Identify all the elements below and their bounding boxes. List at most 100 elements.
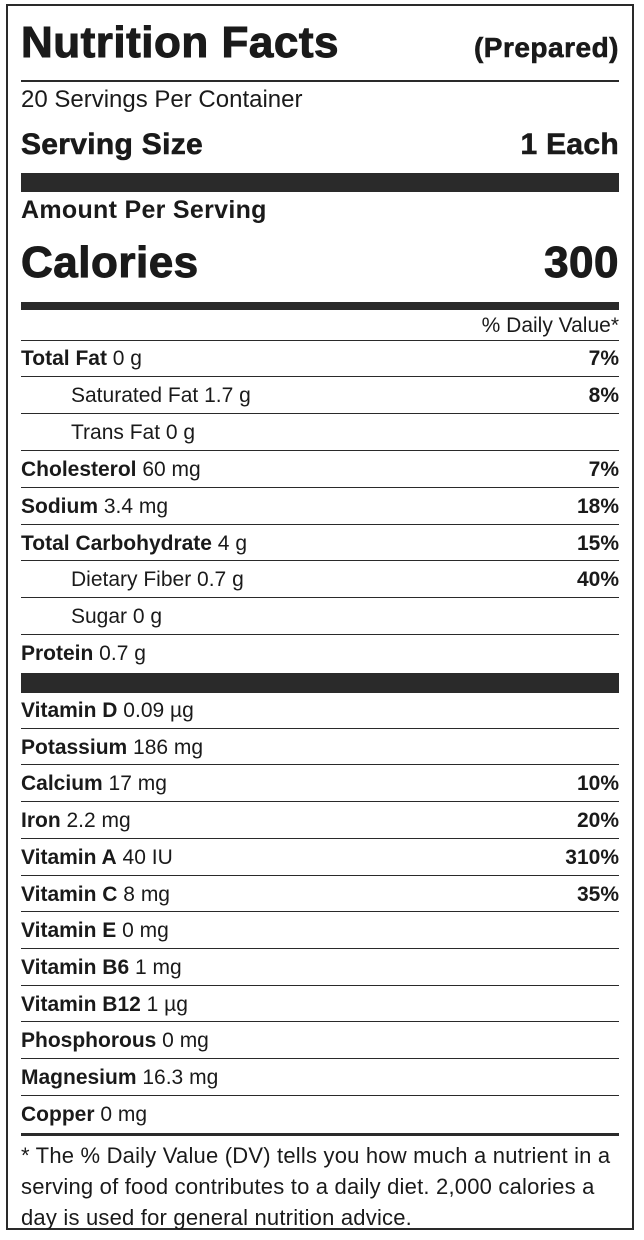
- nutrient-amount: 1 mg: [129, 955, 182, 979]
- nutrient-row: Sugar 0 g: [21, 599, 619, 635]
- nutrient-row: Total Fat 0 g 7%: [21, 341, 619, 377]
- row-divider: [21, 523, 619, 525]
- nutrient-name: Protein: [21, 642, 94, 666]
- nutrient-name: Vitamin B12: [21, 992, 141, 1016]
- nutrient-label: Phosphorous 0 mg: [21, 1029, 209, 1053]
- row-divider: [21, 486, 619, 488]
- label-title-suffix: (Prepared): [473, 32, 619, 64]
- nutrient-row: Phosphorous 0 mg: [21, 1023, 619, 1059]
- nutrient-name: Calcium: [21, 772, 103, 796]
- serving-size-value: 1 Each: [520, 128, 619, 162]
- nutrient-daily-value: 310%: [565, 845, 619, 869]
- servings-per-container: 20 Servings Per Container: [21, 86, 303, 113]
- nutrient-name: Vitamin E: [21, 919, 117, 943]
- nutrient-row: Cholesterol 60 mg 7%: [21, 452, 619, 488]
- row-divider: [21, 874, 619, 876]
- divider-thick: [21, 673, 619, 693]
- nutrient-amount: 0 g: [127, 605, 163, 629]
- nutrient-name: Potassium: [21, 735, 128, 759]
- nutrient-row: Dietary Fiber 0.7 g 40%: [21, 562, 619, 598]
- nutrient-label: Cholesterol 60 mg: [21, 458, 201, 482]
- nutrient-amount: 0 mg: [94, 1102, 148, 1126]
- row-divider: [21, 911, 619, 913]
- nutrient-label: Vitamin B12 1 µg: [21, 993, 188, 1017]
- nutrient-label: Potassium 186 mg: [21, 736, 203, 760]
- nutrient-daily-value: 40%: [576, 568, 619, 592]
- title-row: Nutrition Facts (Prepared): [21, 18, 619, 74]
- nutrient-amount: 1 µg: [140, 992, 188, 1016]
- nutrient-row: Vitamin B6 1 mg: [21, 950, 619, 986]
- nutrient-label: Total Fat 0 g: [21, 347, 142, 371]
- nutrient-row: Protein 0.7 g: [21, 636, 619, 672]
- nutrient-name: Total Carbohydrate: [21, 531, 212, 555]
- nutrient-label: Vitamin B6 1 mg: [21, 956, 182, 980]
- nutrient-amount: 2.2 mg: [60, 809, 131, 833]
- nutrient-amount: 0 mg: [116, 919, 169, 943]
- nutrient-amount: 4 g: [211, 531, 247, 555]
- nutrient-amount: 8 mg: [117, 882, 170, 906]
- nutrient-label: Vitamin C 8 mg: [21, 883, 170, 907]
- nutrient-name: Cholesterol: [21, 457, 137, 481]
- row-divider: [21, 634, 619, 636]
- nutrient-row: Vitamin A 40 IU 310%: [21, 840, 619, 876]
- nutrient-row: Trans Fat 0 g: [21, 415, 619, 451]
- nutrient-label: Protein 0.7 g: [21, 642, 146, 666]
- nutrient-row: Vitamin B12 1 µg: [21, 987, 619, 1023]
- serving-size-row: Serving Size 1 Each: [21, 128, 619, 162]
- nutrient-daily-value: 15%: [576, 531, 619, 555]
- nutrient-daily-value: 18%: [576, 494, 619, 518]
- row-divider: [21, 449, 619, 451]
- nutrient-name: Dietary Fiber: [71, 568, 192, 592]
- nutrient-row: Calcium 17 mg 10%: [21, 766, 619, 802]
- nutrient-row: Iron 2.2 mg 20%: [21, 803, 619, 839]
- calories-label: Calories: [21, 238, 199, 288]
- nutrient-row: Total Carbohydrate 4 g 15%: [21, 526, 619, 562]
- row-divider: [21, 1094, 619, 1096]
- nutrient-name: Sodium: [21, 494, 98, 518]
- nutrient-row: Vitamin D 0.09 µg: [21, 693, 619, 729]
- label-title: Nutrition Facts: [21, 18, 339, 68]
- nutrient-daily-value: 10%: [576, 772, 619, 796]
- nutrient-row: Vitamin E 0 mg: [21, 913, 619, 949]
- row-divider: [21, 727, 619, 729]
- nutrient-label: Dietary Fiber 0.7 g: [21, 568, 244, 592]
- nutrient-amount: 0 g: [106, 347, 142, 370]
- nutrient-daily-value: 7%: [588, 347, 619, 370]
- nutrient-daily-value: 7%: [588, 457, 619, 481]
- row-divider: [21, 984, 619, 986]
- nutrient-amount: 3.4 mg: [98, 494, 169, 518]
- nutrient-amount: 0.7 g: [93, 642, 146, 666]
- nutrient-daily-value: 35%: [576, 882, 619, 906]
- nutrient-label: Sugar 0 g: [21, 605, 162, 629]
- nutrient-name: Sugar: [71, 605, 128, 629]
- nutrient-amount: 1.7 g: [198, 383, 251, 407]
- nutrient-amount: 0.7 g: [191, 568, 244, 592]
- nutrient-label: Total Carbohydrate 4 g: [21, 532, 247, 556]
- nutrient-label: Iron 2.2 mg: [21, 809, 131, 833]
- nutrition-facts-label: Nutrition Facts (Prepared) 20 Servings P…: [6, 4, 634, 1230]
- nutrient-name: Vitamin D: [21, 699, 118, 722]
- row-divider: [21, 375, 619, 377]
- nutrient-amount: 0 g: [160, 420, 196, 444]
- row-divider: [21, 597, 619, 599]
- row-divider: [21, 1058, 619, 1059]
- row-divider: [21, 1021, 619, 1023]
- row-divider: [21, 837, 619, 839]
- nutrient-label: Copper 0 mg: [21, 1103, 147, 1127]
- nutrient-row: Vitamin C 8 mg 35%: [21, 877, 619, 913]
- divider-medium: [21, 302, 619, 310]
- nutrient-label: Vitamin D 0.09 µg: [21, 699, 194, 723]
- nutrient-label: Sodium 3.4 mg: [21, 495, 168, 519]
- nutrient-name: Copper: [21, 1102, 95, 1126]
- nutrient-row: Saturated Fat 1.7 g 8%: [21, 378, 619, 414]
- nutrient-row: Potassium 186 mg: [21, 730, 619, 766]
- nutrient-amount: 0 mg: [156, 1029, 209, 1053]
- divider-thin: [21, 340, 619, 341]
- nutrient-label: Vitamin A 40 IU: [21, 846, 173, 870]
- divider-footer: [21, 1133, 619, 1136]
- nutrient-name: Magnesium: [21, 1066, 137, 1089]
- nutrient-name: Trans Fat: [71, 420, 161, 444]
- nutrient-amount: 17 mg: [102, 772, 167, 796]
- nutrient-name: Phosphorous: [21, 1029, 157, 1053]
- nutrient-label: Trans Fat 0 g: [21, 421, 195, 445]
